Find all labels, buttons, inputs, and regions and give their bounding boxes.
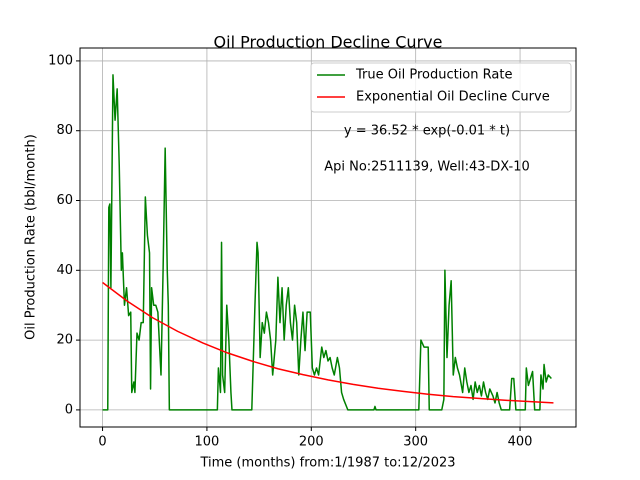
y-tick-label: 20 xyxy=(56,333,73,348)
x-tick-label: 400 xyxy=(508,435,533,450)
x-tick-label: 100 xyxy=(195,435,220,450)
y-tick-label: 0 xyxy=(65,402,73,417)
equation-annotation: y = 36.52 * exp(-0.01 * t) xyxy=(344,124,510,139)
well-annotation: Api No:2511139, Well:43-DX-10 xyxy=(324,160,530,175)
x-tick-label: 200 xyxy=(299,435,324,450)
x-axis-label: Time (months) from:1/1987 to:12/2023 xyxy=(199,456,455,471)
y-tick-label: 80 xyxy=(56,123,73,138)
x-tick-label: 0 xyxy=(98,435,106,450)
legend-box xyxy=(310,62,572,113)
x-tick-label: 300 xyxy=(403,435,428,450)
data-line xyxy=(102,74,552,411)
y-tick-label: 60 xyxy=(56,193,73,208)
data-line xyxy=(102,281,554,404)
y-tick-label: 40 xyxy=(56,263,73,278)
chart-title: Oil Production Decline Curve xyxy=(214,33,443,52)
y-tick-label: 100 xyxy=(48,53,73,68)
legend-label: True Oil Production Rate xyxy=(355,68,512,83)
legend-label: Exponential Oil Decline Curve xyxy=(356,90,550,105)
y-axis-label: Oil Production Rate (bbl/month) xyxy=(24,134,39,340)
plot-frame xyxy=(79,47,577,428)
